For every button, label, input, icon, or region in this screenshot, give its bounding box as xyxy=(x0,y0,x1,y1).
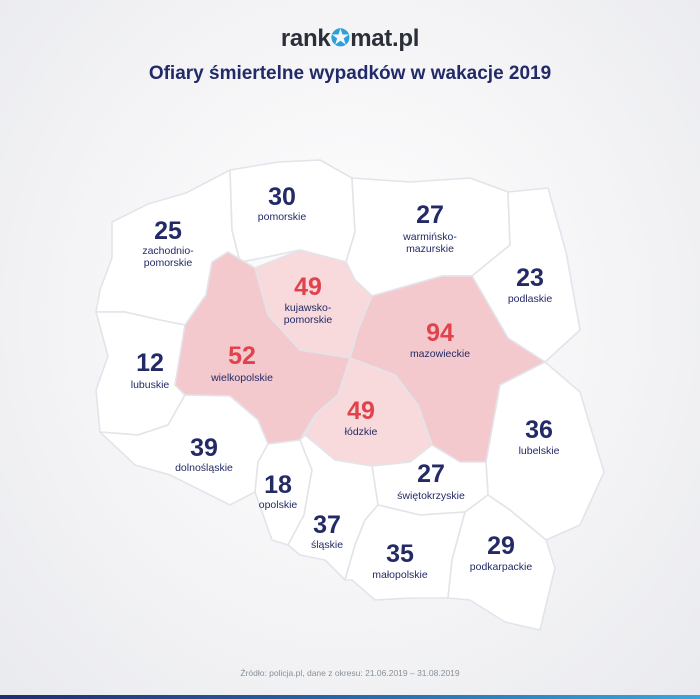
region-label-warminsko-mazurskie: warmińsko- xyxy=(402,231,457,243)
region-label-zachodniopomorskie: zachodnio- xyxy=(142,245,194,257)
region-value-wielkopolskie: 52 xyxy=(228,342,256,370)
region-value-lubelskie: 36 xyxy=(525,416,553,444)
region-value-kujawsko-pomorskie: 49 xyxy=(294,273,322,301)
region-value-zachodniopomorskie: 25 xyxy=(154,217,182,245)
region-label-podlaskie: podlaskie xyxy=(508,293,553,305)
star-icon: ✪ xyxy=(330,25,351,52)
region-label-warminsko-mazurskie: mazurskie xyxy=(406,243,454,255)
logo-text-right: mat.pl xyxy=(350,25,420,52)
region-label-lubelskie: lubelskie xyxy=(519,445,560,457)
region-value-podkarpackie: 29 xyxy=(487,532,515,560)
region-label-swietokrzyskie: świętokrzyskie xyxy=(397,490,465,502)
region-label-dolnoslaskie: dolnośląskie xyxy=(175,462,233,474)
region-label-zachodniopomorskie: pomorskie xyxy=(144,257,193,269)
region-value-mazowieckie: 94 xyxy=(426,319,454,347)
region-label-opolskie: opolskie xyxy=(259,499,298,511)
source-footnote: Źródło: policja.pl, dane z okresu: 21.06… xyxy=(240,668,460,678)
logo-text-left: rank xyxy=(280,25,331,52)
region-label-kujawsko-pomorskie: pomorskie xyxy=(284,314,333,326)
page-title: Ofiary śmiertelne wypadków w wakacje 201… xyxy=(148,63,552,84)
region-label-pomorskie: pomorskie xyxy=(258,211,307,223)
region-value-slaskie: 37 xyxy=(313,511,341,539)
region-value-opolskie: 18 xyxy=(264,471,292,499)
region-value-warminsko-mazurskie: 27 xyxy=(416,201,444,229)
region-label-lodzkie: łódzkie xyxy=(345,426,378,438)
region-label-mazowieckie: mazowieckie xyxy=(410,348,470,360)
region-value-malopolskie: 35 xyxy=(386,540,414,568)
logo: rank✪mat.pl xyxy=(0,24,700,53)
region-label-malopolskie: małopolskie xyxy=(372,569,428,581)
region-label-podkarpackie: podkarpackie xyxy=(470,561,533,573)
region-value-swietokrzyskie: 27 xyxy=(417,460,445,488)
region-podkarpackie xyxy=(447,494,556,631)
region-value-podlaskie: 23 xyxy=(516,264,544,292)
region-value-lubuskie: 12 xyxy=(136,349,164,377)
region-label-wielkopolskie: wielkopolskie xyxy=(210,372,273,384)
region-label-lubuskie: lubuskie xyxy=(131,379,170,391)
region-label-kujawsko-pomorskie: kujawsko- xyxy=(285,302,332,314)
region-value-pomorskie: 30 xyxy=(268,183,296,211)
region-value-dolnoslaskie: 39 xyxy=(190,434,218,462)
region-malopolskie xyxy=(344,504,466,601)
region-value-lodzkie: 49 xyxy=(347,397,375,425)
bottom-accent-bar xyxy=(0,695,700,699)
region-label-slaskie: śląskie xyxy=(311,539,343,551)
